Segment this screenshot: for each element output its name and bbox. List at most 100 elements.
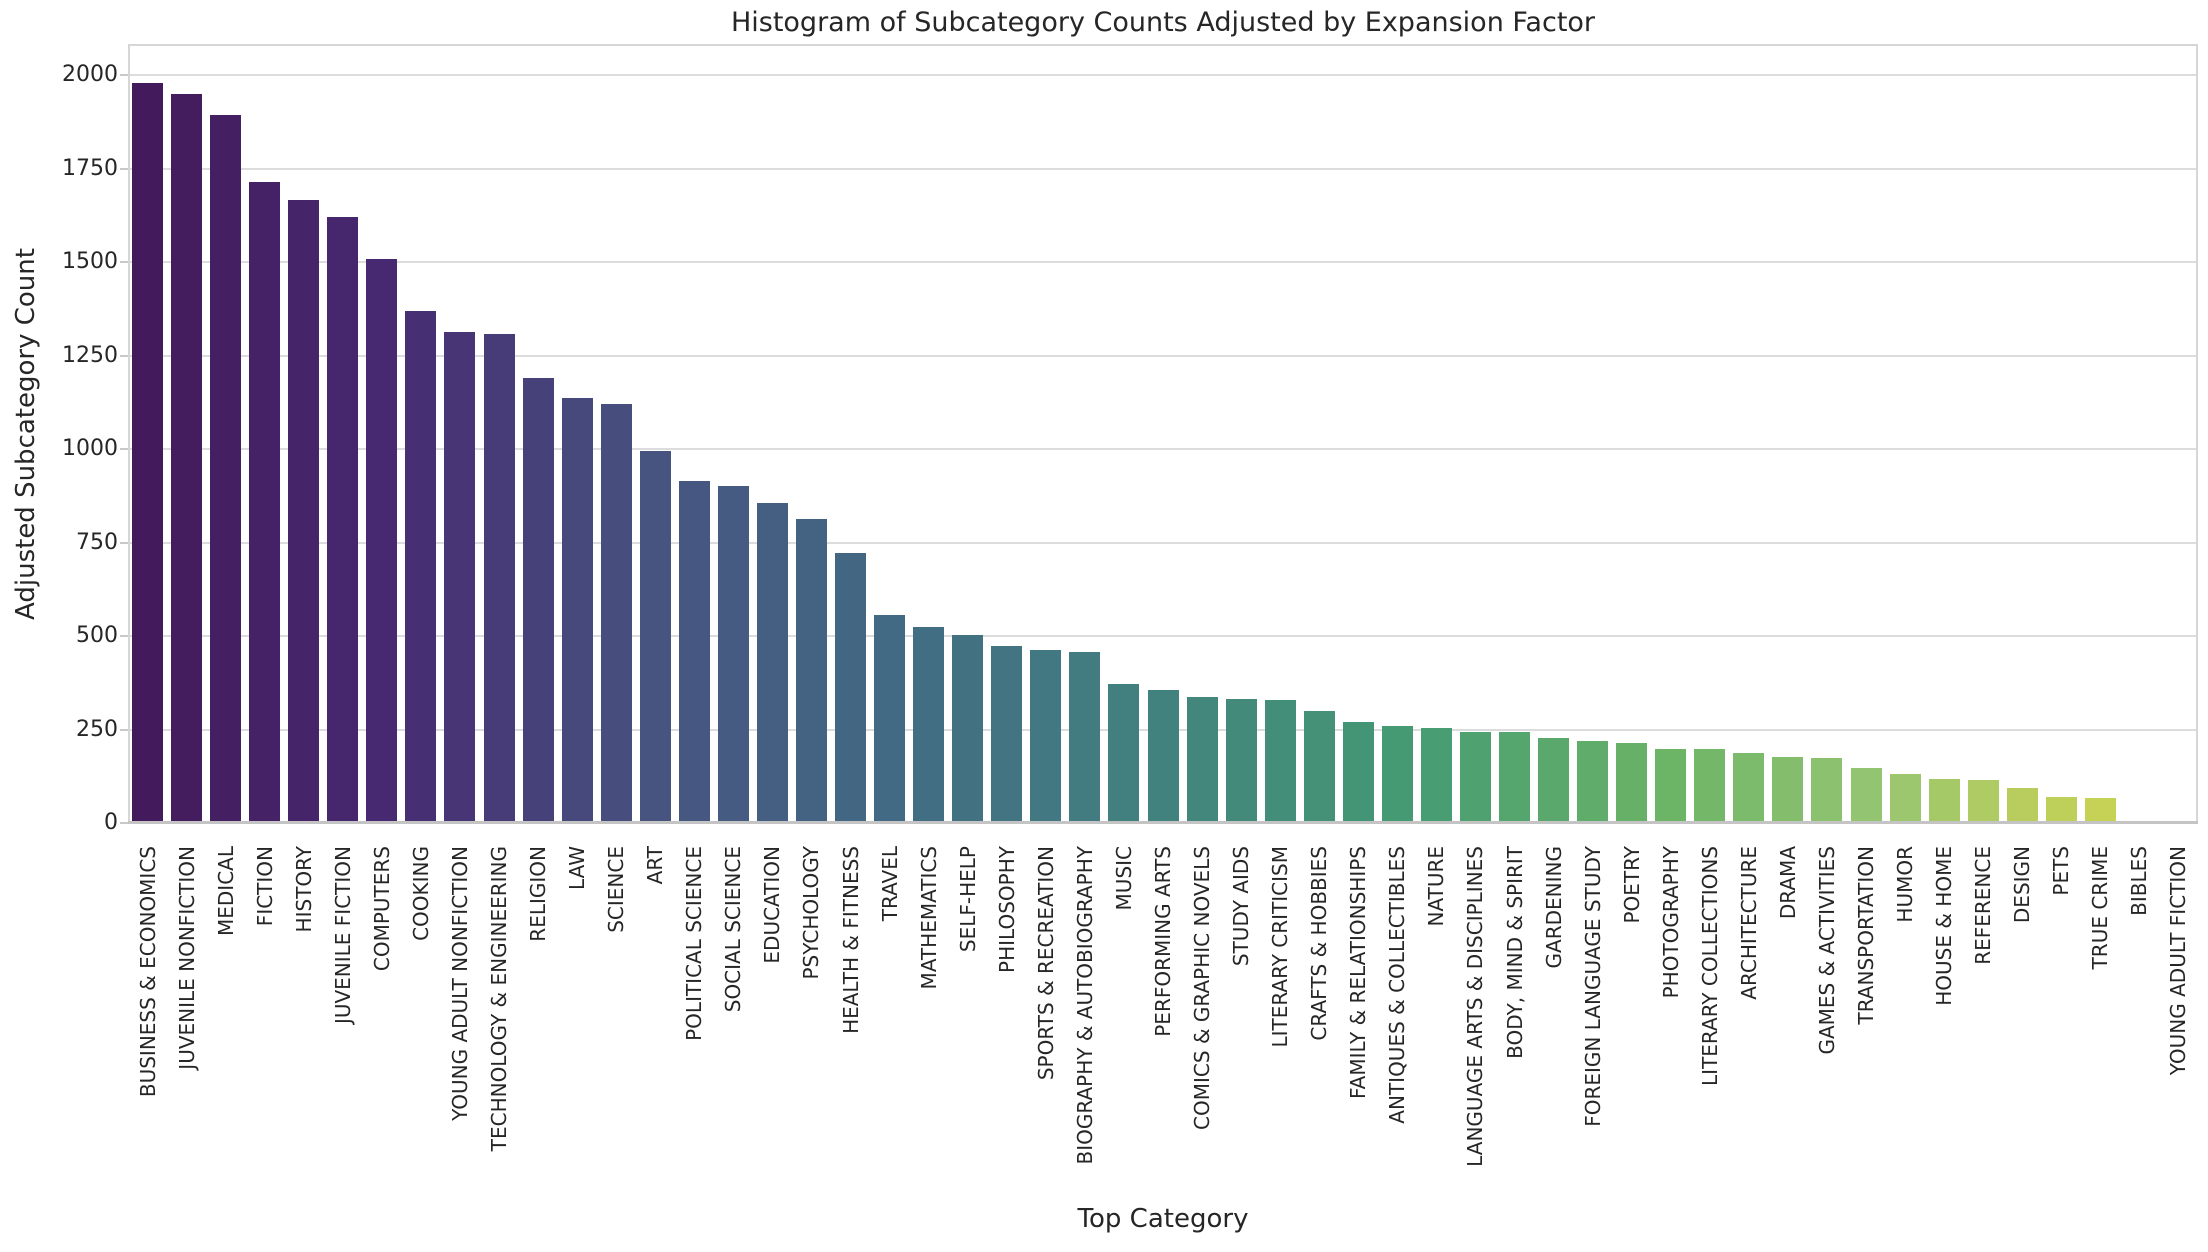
- x-tick-label: HEALTH & FITNESS: [838, 846, 863, 1034]
- x-tick-label: FAMILY & RELATIONSHIPS: [1346, 846, 1371, 1099]
- x-tick-label: GAMES & ACTIVITIES: [1814, 846, 1839, 1055]
- y-tick-mark-500: [120, 635, 128, 637]
- bar-crafts-hobbies: [1303, 711, 1335, 823]
- bar-business-economics: [132, 83, 164, 823]
- x-axis-label: Top Category: [1077, 1204, 1249, 1234]
- x-tick-label: COMPUTERS: [369, 846, 394, 972]
- x-tick-label: EDUCATION: [760, 846, 785, 964]
- x-tick-label: CRAFTS & HOBBIES: [1307, 846, 1332, 1041]
- bar-antiques-collectibles: [1381, 726, 1413, 823]
- x-tick-label: PSYCHOLOGY: [799, 846, 824, 980]
- x-tick-label: BIBLES: [2127, 846, 2152, 916]
- bar-law: [561, 398, 593, 823]
- bar-drama: [1772, 756, 1804, 823]
- bar-fiction: [249, 181, 281, 823]
- x-tick-label: TRUE CRIME: [2088, 846, 2113, 970]
- x-tick-label: SOCIAL SCIENCE: [721, 846, 746, 1013]
- x-tick-label: DRAMA: [1775, 846, 1800, 920]
- x-tick-label: HISTORY: [291, 846, 316, 933]
- gridline-1500: [128, 261, 2198, 263]
- spine-right: [2196, 44, 2198, 823]
- gridline-750: [128, 541, 2198, 544]
- x-tick-label: TECHNOLOGY & ENGINEERING: [487, 846, 512, 1152]
- x-tick-label: JUVENILE FICTION: [330, 846, 355, 1025]
- bar-nature: [1420, 727, 1452, 823]
- bar-health-fitness: [835, 552, 867, 823]
- bar-gardening: [1538, 737, 1570, 823]
- x-tick-label: FOREIGN LANGUAGE STUDY: [1580, 846, 1605, 1127]
- x-tick-label: JUVENILE NONFICTION: [174, 846, 199, 1070]
- y-tick-label-1250: 1250: [62, 342, 118, 368]
- bar-cooking: [405, 311, 437, 823]
- x-tick-label: BODY, MIND & SPIRIT: [1502, 846, 1527, 1059]
- bar-art: [639, 451, 671, 823]
- bar-transportation: [1850, 768, 1882, 823]
- bar-history: [288, 199, 320, 823]
- x-tick-label: COOKING: [408, 846, 433, 941]
- bar-young-adult-nonfiction: [444, 332, 476, 823]
- bar-performing-arts: [1147, 689, 1179, 823]
- y-tick-label-750: 750: [76, 529, 118, 555]
- y-tick-mark-250: [120, 728, 128, 731]
- bar-comics-graphic-novels: [1186, 696, 1218, 823]
- y-tick-mark-1500: [120, 261, 128, 263]
- x-tick-label: LITERARY COLLECTIONS: [1697, 846, 1722, 1086]
- bar-biography-autobiography: [1069, 652, 1101, 823]
- bar-science: [600, 404, 632, 823]
- y-tick-label-2000: 2000: [62, 62, 118, 87]
- gridline-2000: [128, 74, 2198, 76]
- bar-computers: [366, 258, 398, 823]
- bar-photography: [1655, 748, 1687, 823]
- x-tick-label: FICTION: [252, 846, 277, 927]
- x-tick-label: MATHEMATICS: [916, 846, 941, 990]
- bar-self-help: [952, 634, 984, 823]
- x-tick-label: YOUNG ADULT FICTION: [2166, 846, 2191, 1076]
- bar-true-crime: [2084, 797, 2116, 823]
- bar-design: [2006, 787, 2038, 823]
- bar-literary-criticism: [1264, 699, 1296, 823]
- bar-reference: [1967, 780, 1999, 823]
- bar-juvenile-fiction: [327, 217, 359, 823]
- bar-body-mind-spirit: [1499, 732, 1530, 823]
- bar-social-science: [717, 486, 749, 823]
- x-tick-label: HUMOR: [1893, 846, 1918, 923]
- bar-humor: [1889, 774, 1921, 823]
- x-tick-label: STUDY AIDS: [1229, 846, 1254, 967]
- bar-pets: [2045, 796, 2077, 823]
- x-tick-label: TRAVEL: [877, 846, 902, 922]
- x-tick-label: BUSINESS & ECONOMICS: [135, 846, 160, 1098]
- y-tick-label-1500: 1500: [62, 249, 118, 274]
- x-tick-label: PERFORMING ARTS: [1151, 846, 1175, 1037]
- x-tick-label: POLITICAL SCIENCE: [682, 846, 707, 1041]
- x-tick-label: COMICS & GRAPHIC NOVELS: [1190, 846, 1215, 1130]
- bar-poetry: [1616, 742, 1648, 823]
- y-tick-label-1750: 1750: [62, 155, 118, 181]
- gridline-1000: [128, 448, 2198, 450]
- y-tick-label-250: 250: [76, 716, 118, 742]
- x-tick-label: BIOGRAPHY & AUTOBIOGRAPHY: [1072, 846, 1097, 1165]
- x-tick-label: TRANSPORTATION: [1854, 846, 1879, 1025]
- x-tick-label: PETS: [2049, 846, 2074, 896]
- bar-architecture: [1733, 752, 1765, 823]
- x-tick-label: SELF-HELP: [955, 846, 980, 953]
- bar-mathematics: [913, 627, 945, 823]
- bar-literary-collections: [1694, 749, 1726, 823]
- bar-juvenile-nonfiction: [171, 94, 203, 823]
- y-axis-label: Adjusted Subcategory Count: [11, 248, 41, 620]
- bar-education: [756, 503, 788, 823]
- chart-title: Histogram of Subcategory Counts Adjusted…: [730, 7, 1596, 38]
- bar-study-aids: [1225, 699, 1257, 823]
- gridline-1250: [128, 354, 2198, 357]
- y-tick-mark-1750: [120, 167, 128, 170]
- x-tick-label: PHOTOGRAPHY: [1658, 846, 1683, 999]
- bar-music: [1108, 683, 1140, 823]
- x-tick-label: MEDICAL: [213, 846, 238, 936]
- x-tick-label: LANGUAGE ARTS & DISCIPLINES: [1463, 846, 1488, 1167]
- x-tick-label: HOUSE & HOME: [1932, 846, 1957, 1006]
- x-tick-label: ARCHITECTURE: [1736, 846, 1761, 1000]
- gridline-500: [128, 635, 2198, 637]
- x-tick-label: DESIGN: [2010, 846, 2035, 924]
- x-axis-line: [128, 821, 2198, 824]
- x-tick-label: SCIENCE: [604, 846, 629, 933]
